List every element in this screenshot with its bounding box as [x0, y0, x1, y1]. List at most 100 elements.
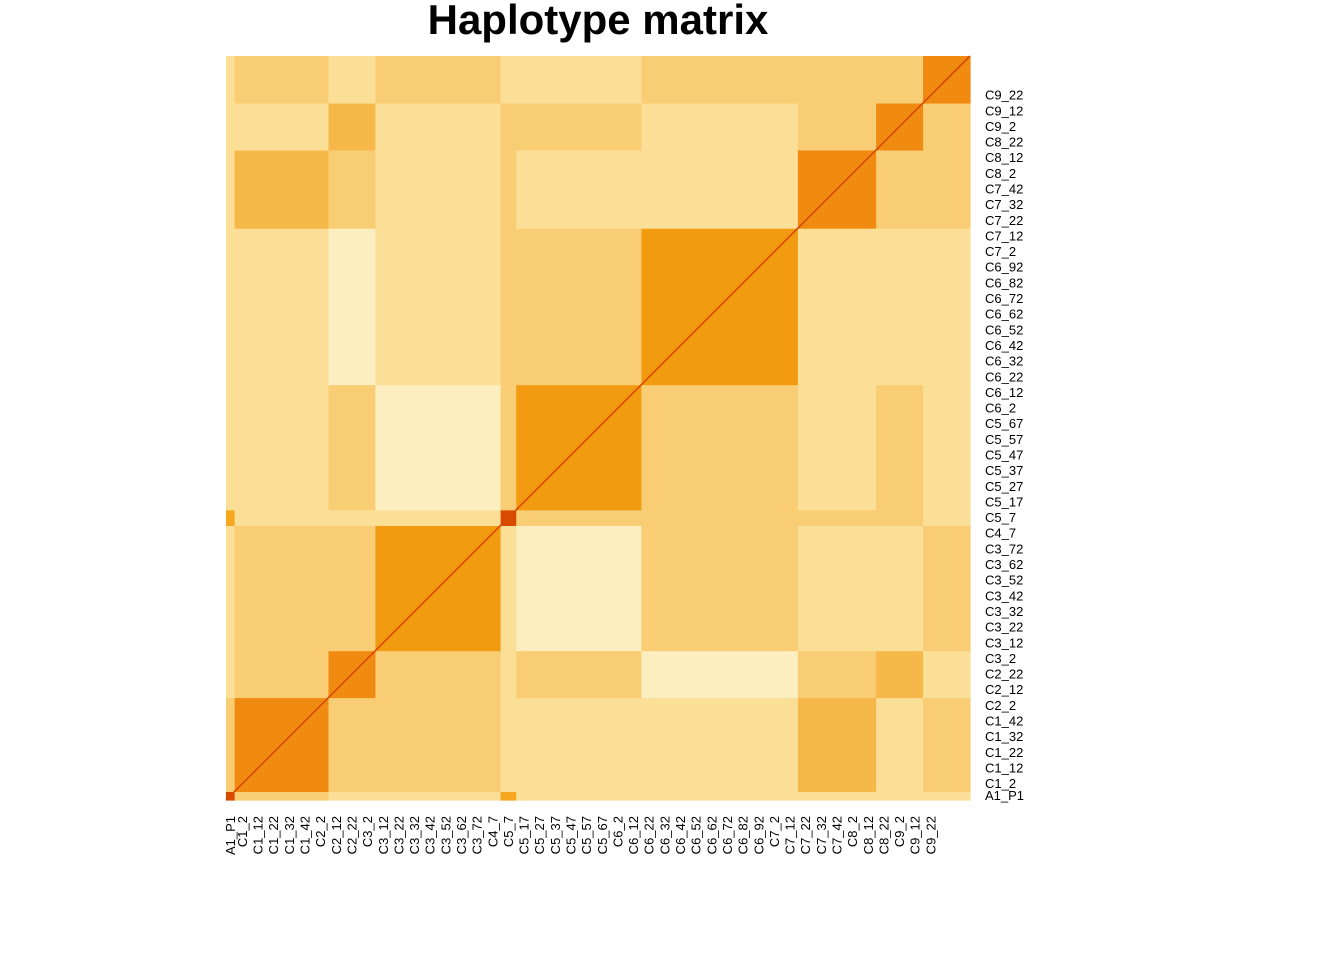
heatmap-block-C7-C6	[797, 228, 877, 386]
heatmap-block-C9-C5	[923, 384, 971, 511]
heatmap-block-C9-C4	[923, 509, 971, 526]
heatmap-block-C6-C4	[641, 509, 799, 526]
heatmap-block-C7-A1	[797, 791, 877, 801]
y-tick-label: C8_12	[985, 150, 1023, 165]
heatmap-block-C3-C8	[375, 102, 502, 151]
heatmap-block-C5-C1	[516, 697, 643, 792]
heatmap-block-C8-C9	[876, 56, 924, 104]
x-tick-label: C1_2	[235, 816, 250, 847]
heatmap-block-C9-C1	[923, 697, 971, 792]
x-tick-label: C4_7	[485, 816, 500, 847]
x-tick-label: C7_42	[830, 816, 845, 854]
heatmap-block-C5-C6	[516, 228, 643, 386]
y-tick-label: C6_12	[985, 385, 1023, 400]
heatmap-block-A1-C6	[226, 228, 236, 386]
y-tick-label: C9_2	[985, 119, 1016, 134]
y-tick-label: C6_2	[985, 401, 1016, 416]
heatmap-block-C3-C9	[375, 56, 502, 104]
heatmap-block-C3-C5	[375, 384, 502, 511]
heatmap-block-C8-C6	[876, 228, 924, 386]
heatmap-block-C9-C7	[923, 149, 971, 229]
x-tick-label: C6_72	[720, 816, 735, 854]
heatmap-block-C8-C3	[876, 525, 924, 652]
heatmap-block-C1-C4	[234, 509, 330, 526]
x-tick-label: C3_12	[376, 816, 391, 854]
y-tick-label: C7_2	[985, 244, 1016, 259]
heatmap-block-C7-C4	[797, 509, 877, 526]
x-tick-label: C1_32	[282, 816, 297, 854]
y-tick-label: C5_7	[985, 510, 1016, 525]
heatmap-block-C4-C9	[500, 56, 517, 104]
heatmap-block-C1-C8	[234, 102, 330, 151]
heatmap-block-C9-C2	[923, 650, 971, 699]
heatmap-block-C1-A1	[234, 791, 330, 801]
x-tick-label: C6_12	[626, 816, 641, 854]
x-tick-label: C3_2	[360, 816, 375, 847]
heatmap-block-C5-C9	[516, 56, 643, 104]
heatmap-block-C8-C5	[876, 384, 924, 511]
heatmap-block-C3-C4	[375, 509, 502, 526]
heatmap-block-C4-C8	[500, 102, 517, 151]
heatmap-block-C9-C3	[923, 525, 971, 652]
heatmap-block-A1-C7	[226, 149, 236, 229]
heatmap-block-C8-C7	[876, 149, 924, 229]
x-tick-label: C1_22	[266, 816, 281, 854]
x-tick-label: C6_62	[704, 816, 719, 854]
heatmap-block-C3-C1	[375, 697, 502, 792]
heatmap-block-C4-C6	[500, 228, 517, 386]
x-tick-label: C2_12	[329, 816, 344, 854]
heatmap-block-C7-C9	[797, 56, 877, 104]
heatmap-block-C8-C2	[876, 650, 924, 699]
y-tick-label: C1_32	[985, 729, 1023, 744]
x-tick-label: C9_2	[892, 816, 907, 847]
y-tick-label: C3_72	[985, 541, 1023, 556]
y-tick-label: C6_62	[985, 307, 1023, 322]
heatmap-block-C5-C4	[516, 509, 643, 526]
y-tick-label: C8_22	[985, 135, 1023, 150]
x-tick-label: C6_42	[673, 816, 688, 854]
heatmap-block-A1-C1	[226, 697, 236, 792]
x-tick-label: C6_82	[736, 816, 751, 854]
heatmap-block-C2-C1	[328, 697, 377, 792]
y-tick-label: C3_12	[985, 635, 1023, 650]
x-tick-label: C7_2	[767, 816, 782, 847]
x-tick-label: C9_12	[908, 816, 923, 854]
heatmap-block-C6-C1	[641, 697, 799, 792]
heatmap-block-A1-C4	[226, 509, 236, 526]
heatmap-block-A1-C2	[226, 650, 236, 699]
heatmap-block-C9-C8	[923, 102, 971, 151]
x-tick-label: C3_42	[423, 816, 438, 854]
heatmap-block-A1-C5	[226, 384, 236, 511]
heatmap-block-C4-C5	[500, 384, 517, 511]
heatmap-block-C2-C4	[328, 509, 377, 526]
heatmap-block-C6-C9	[641, 56, 799, 104]
heatmap-block-C1-C6	[234, 228, 330, 386]
heatmap-block-C1-C7	[234, 149, 330, 229]
heatmap-diagonal-line	[225, 55, 971, 801]
heatmap-block-C3-A1	[375, 791, 502, 801]
x-tick-label: C6_22	[642, 816, 657, 854]
x-tick-label: C5_67	[595, 816, 610, 854]
y-tick-label: C7_42	[985, 182, 1023, 197]
x-tick-label: C6_32	[657, 816, 672, 854]
y-tick-label: C2_12	[985, 682, 1023, 697]
heatmap-block-A1-C9	[226, 56, 236, 104]
y-tick-label: C3_62	[985, 557, 1023, 572]
x-tick-label: C3_32	[407, 816, 422, 854]
heatmap-block-C4-C1	[500, 697, 517, 792]
heatmap-block-C2-C9	[328, 56, 377, 104]
heatmap-block-A1-C8	[226, 102, 236, 151]
y-tick-label: C5_17	[985, 494, 1023, 509]
heatmap-block-C1-C9	[234, 56, 330, 104]
y-tick-label: C7_22	[985, 213, 1023, 228]
y-tick-label: C5_27	[985, 479, 1023, 494]
y-tick-label: C3_32	[985, 604, 1023, 619]
x-tick-label: C6_92	[751, 816, 766, 854]
heatmap-block-C2-C3	[328, 525, 377, 652]
heatmap-block-C5-C3	[516, 525, 643, 652]
x-tick-label: C5_17	[517, 816, 532, 854]
heatmap-block-C2-C6	[328, 228, 377, 386]
heatmap-block-A1-C3	[226, 525, 236, 652]
y-tick-label: C6_52	[985, 322, 1023, 337]
